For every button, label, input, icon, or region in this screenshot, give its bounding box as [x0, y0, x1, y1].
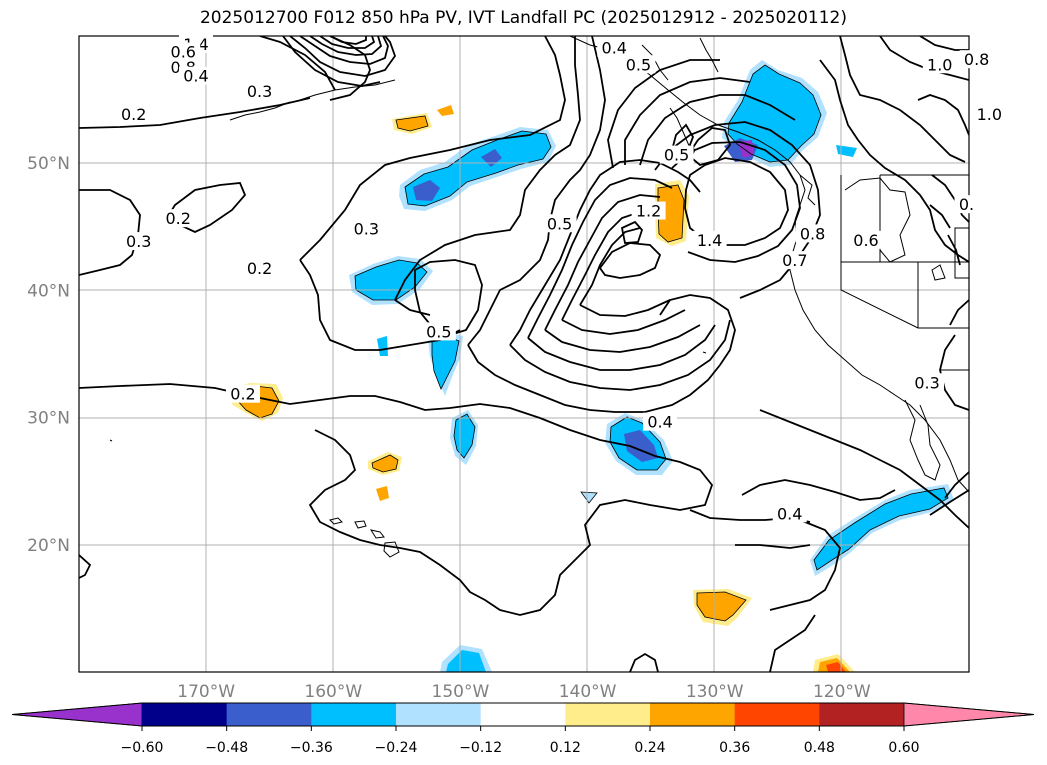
colorbar: −0.60 −0.48 −0.36 −0.24 −0.12 0.12 0.24 0.36 0.4… — [11, 702, 1035, 756]
shading-outlines — [235, 64, 949, 622]
latitude-labels: 20°N 30°N 40°N 50°N — [27, 154, 70, 556]
contour-label: 0.2 — [165, 209, 190, 228]
colorbar-tick-label: −0.24 — [375, 740, 418, 756]
contour-label-bg — [121, 232, 156, 251]
coastlines — [109, 36, 969, 558]
contour-label-bg — [772, 504, 807, 523]
contour-labels: 1.40.60.80.40.30.20.20.30.20.30.50.50.40… — [116, 34, 1007, 523]
colorbar-bin — [480, 703, 566, 726]
contour-label: 0.5 — [664, 146, 689, 165]
contour-label-bg — [692, 230, 727, 249]
contour-label-bg — [922, 55, 957, 74]
lat-tick-label: 40°N — [27, 281, 70, 301]
contour-label-bg — [242, 81, 277, 100]
colorbar-tick-label: 0.36 — [719, 740, 750, 756]
colorbar-bin — [650, 703, 736, 726]
contour-label-bg — [421, 322, 456, 341]
contour-label: 1.0 — [927, 55, 952, 74]
contour-label: 0.5 — [626, 55, 651, 74]
lon-tick-label: 150°W — [432, 682, 490, 702]
contour-label: 0.3 — [914, 373, 939, 392]
colorbar-tick-label: 0.60 — [888, 740, 919, 756]
colorbar-tick-label: −0.60 — [121, 740, 164, 756]
contour-label: 0.5 — [426, 322, 451, 341]
plot-frame — [78, 35, 970, 673]
colorbar-bin — [142, 703, 228, 726]
lat-tick-label: 20°N — [27, 536, 70, 556]
contour-label-bg — [849, 230, 884, 249]
contour-label-bg — [659, 145, 694, 164]
chart-title: 2025012700 F012 850 hPa PV, IVT Landfall… — [199, 8, 847, 28]
contour-label: 1.2 — [636, 202, 661, 221]
contour-label: 0.8 — [964, 50, 989, 69]
contour-label: 0.7 — [782, 251, 807, 270]
colorbar-tick-label: −0.36 — [290, 740, 333, 756]
contour-label-bg — [959, 50, 994, 69]
map-gridlines — [79, 36, 969, 672]
colorbar-bin — [565, 703, 651, 726]
lon-tick-label: 140°W — [559, 682, 617, 702]
contour-label-bg — [116, 104, 151, 123]
contour-label-bg — [597, 38, 632, 57]
colorbar-extend-high — [903, 702, 1035, 727]
contour-label: 0.4 — [183, 67, 208, 86]
colorbar-tick-label: 0.24 — [634, 740, 665, 756]
colorbar-bin — [396, 703, 482, 726]
contour-label: 0.2 — [247, 259, 272, 278]
contour-label-bg — [178, 66, 213, 85]
contour-label: 0.2 — [230, 385, 255, 404]
contour-label-bg — [542, 214, 577, 233]
contour-label-bg — [954, 195, 979, 214]
longitude-labels: 170°W 160°W 150°W 140°W 130°W 120°W — [177, 682, 871, 702]
lon-tick-label: 120°W — [813, 682, 871, 702]
lat-tick-label: 30°N — [27, 409, 70, 429]
contour-label-bg — [643, 412, 678, 431]
lat-tick-label: 50°N — [27, 154, 70, 174]
contour-label: 0. — [959, 195, 974, 214]
lon-tick-label: 130°W — [686, 682, 744, 702]
contour-label: 0.2 — [121, 105, 146, 124]
colorbar-bin — [226, 703, 312, 726]
contour-label-bg — [910, 373, 945, 392]
contour-label-bg — [349, 219, 384, 238]
contour-label: 0.3 — [126, 232, 151, 251]
contour-label: 0.4 — [777, 504, 802, 523]
contour-label-bg — [242, 258, 277, 277]
contour-label: 0.4 — [647, 413, 672, 432]
contour-label: 0.4 — [602, 39, 627, 58]
contour-label-bg — [795, 224, 830, 243]
lon-tick-label: 160°W — [304, 682, 362, 702]
contour-label: 0.3 — [247, 82, 272, 101]
colorbar-tick-label: 0.48 — [804, 740, 835, 756]
contour-label: 0.3 — [354, 219, 379, 238]
contour-label: 0.6 — [853, 231, 878, 250]
lon-tick-label: 170°W — [177, 682, 235, 702]
colorbar-bin — [734, 703, 820, 726]
contour-label-bg — [621, 55, 656, 74]
contour-label: 1.4 — [697, 231, 722, 250]
positive-anomaly-shading — [226, 105, 855, 672]
contour-label-bg — [166, 42, 201, 61]
colorbar-bin — [819, 703, 905, 726]
contour-label-bg — [972, 104, 1007, 123]
contour-label: 0.6 — [171, 43, 196, 62]
contour-label: 1.0 — [977, 105, 1002, 124]
contour-label: 0.8 — [800, 224, 825, 243]
colorbar-bin — [311, 703, 397, 726]
contour-label-bg — [631, 201, 666, 220]
colorbar-tick-label: 0.12 — [550, 740, 581, 756]
contour-label-bg — [777, 251, 812, 270]
pv-contour-lines — [79, 36, 969, 672]
colorbar-tick-label: −0.48 — [205, 740, 248, 756]
contour-label: 0.5 — [547, 214, 572, 233]
contour-label-bg — [226, 384, 261, 403]
colorbar-tick-label: −0.12 — [459, 740, 502, 756]
colorbar-extend-low — [11, 702, 143, 727]
contour-label-bg — [161, 209, 196, 228]
